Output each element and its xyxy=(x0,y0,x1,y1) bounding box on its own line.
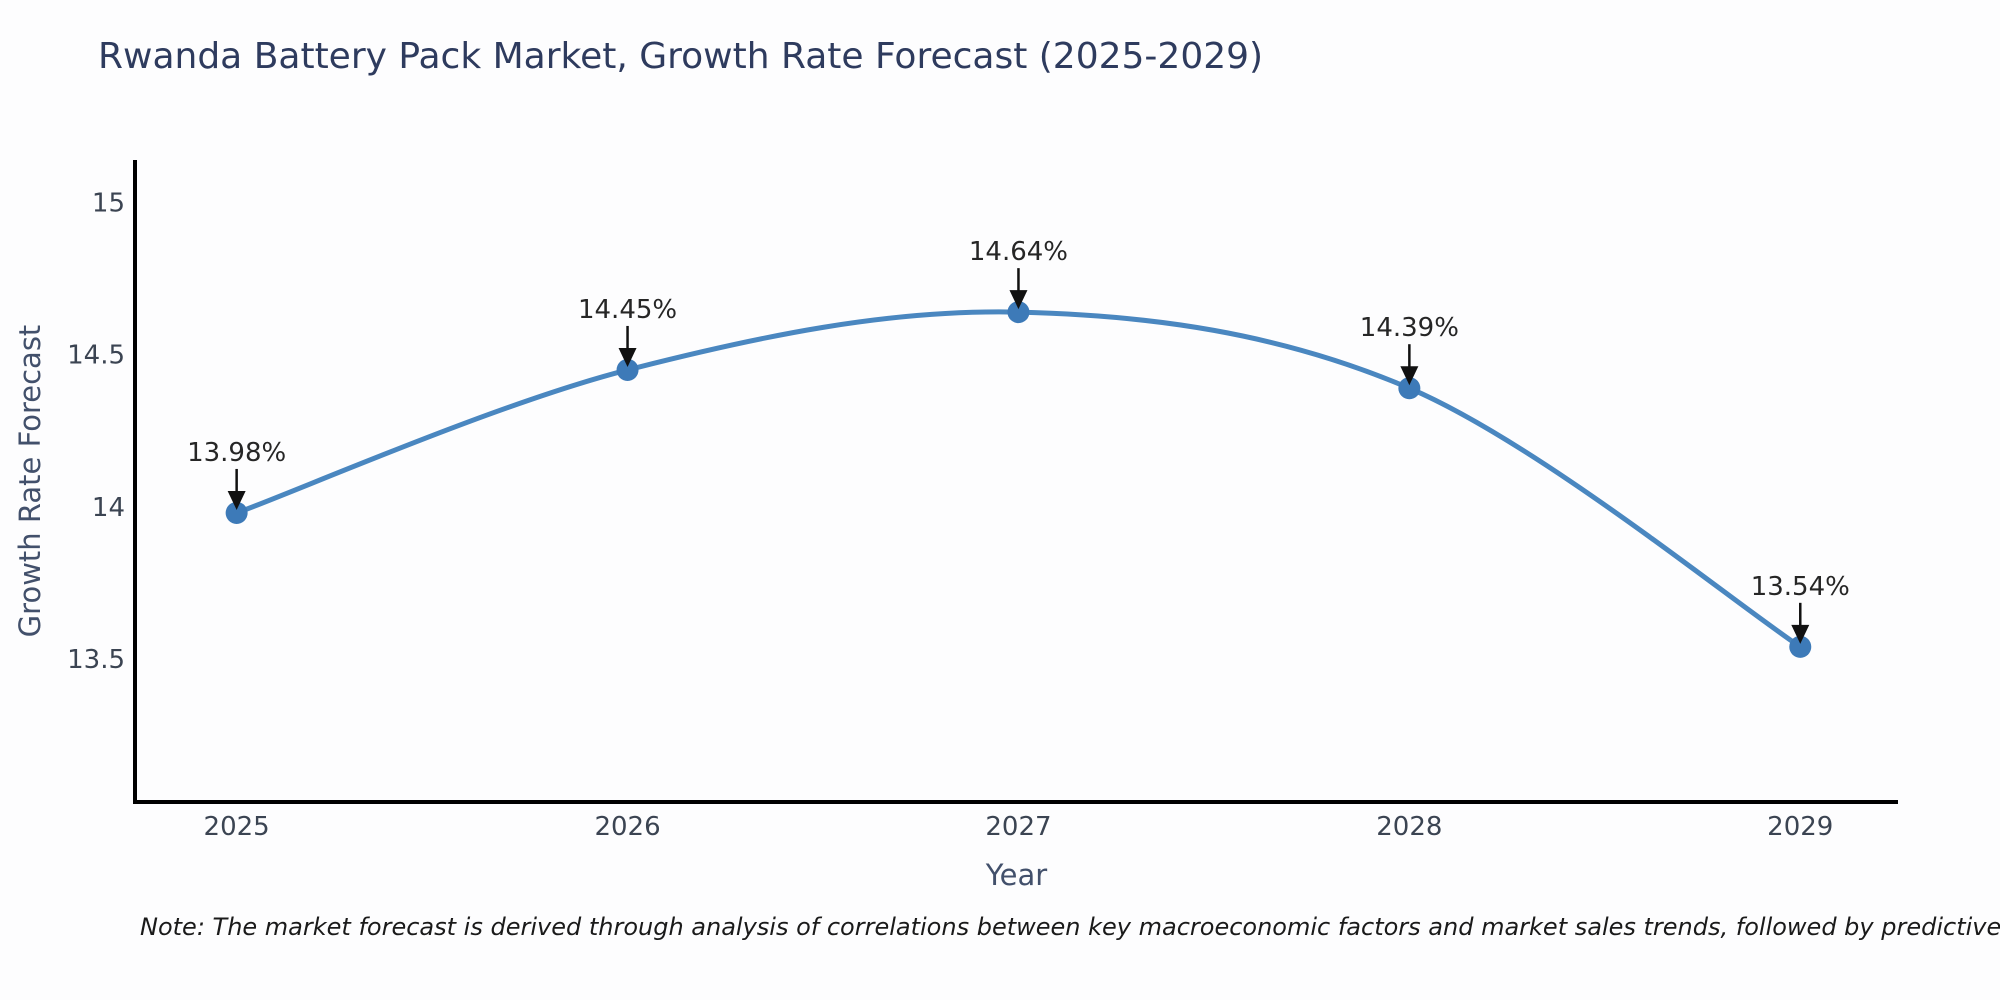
x-tick-label: 2029 xyxy=(1767,812,1833,842)
x-tick-label: 2027 xyxy=(985,812,1051,842)
annotation-arrowhead xyxy=(1400,366,1419,386)
y-tick-label: 14 xyxy=(92,493,125,523)
point-annotation-label: 13.98% xyxy=(187,438,286,468)
y-tick-label: 15 xyxy=(92,189,125,219)
x-tick-label: 2026 xyxy=(594,812,660,842)
y-axis-title: Growth Rate Forecast xyxy=(13,324,47,638)
point-annotation-label: 14.64% xyxy=(969,237,1068,267)
annotation-arrowhead xyxy=(1009,290,1028,310)
annotation-arrowhead xyxy=(227,490,246,510)
point-annotation-label: 13.54% xyxy=(1751,572,1850,602)
data-point-marker xyxy=(616,358,639,381)
y-tick-label: 14.5 xyxy=(67,341,125,371)
x-tick-label: 2028 xyxy=(1376,812,1442,842)
annotation-arrowhead xyxy=(1791,624,1810,644)
data-point-marker xyxy=(1398,377,1421,400)
data-point-marker xyxy=(1789,635,1812,658)
point-annotation-label: 14.45% xyxy=(578,295,677,325)
point-annotation-label: 14.39% xyxy=(1360,313,1459,343)
x-tick-label: 2025 xyxy=(204,812,270,842)
data-point-marker xyxy=(225,501,248,524)
data-point-marker xyxy=(1007,301,1030,324)
trend-line xyxy=(234,309,1803,650)
annotation-arrowhead xyxy=(618,347,637,367)
chart-title: Rwanda Battery Pack Market, Growth Rate … xyxy=(98,36,1264,77)
footnote: Note: The market forecast is derived thr… xyxy=(140,913,2000,941)
x-axis-title: Year xyxy=(985,858,1048,892)
y-tick-label: 13.5 xyxy=(67,645,125,675)
